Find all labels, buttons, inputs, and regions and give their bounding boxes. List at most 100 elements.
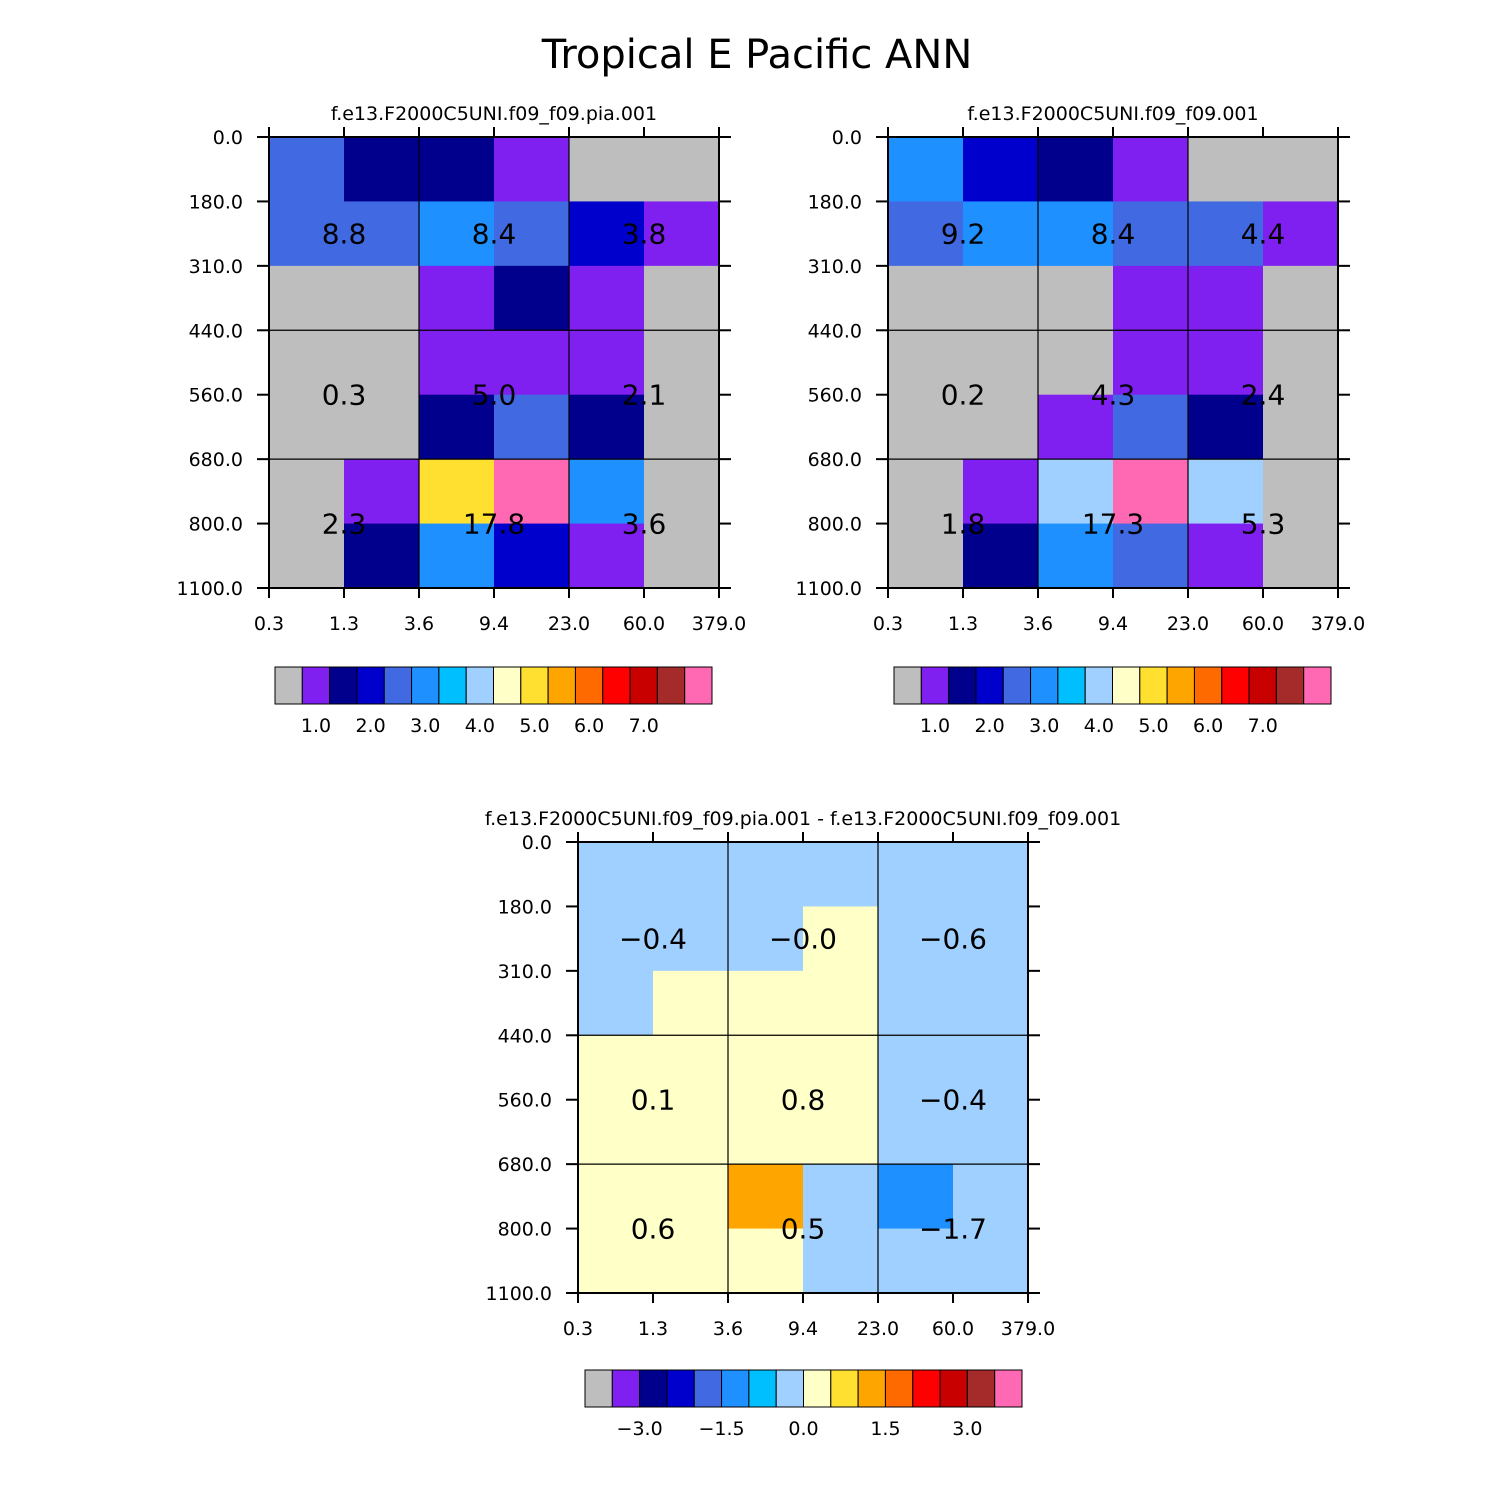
y-tick-label: 800.0	[808, 514, 862, 536]
colorbar-label: 1.0	[920, 715, 950, 737]
heatmap-cell	[1113, 265, 1189, 331]
y-tick-label: 310.0	[189, 256, 243, 278]
heatmap-cell	[494, 330, 570, 396]
cell-value-label: 1.8	[941, 508, 986, 541]
y-tick-label: 440.0	[498, 1025, 552, 1047]
panel-title: f.e13.F2000C5UNI.f09_f09.pia.001 - f.e13…	[485, 808, 1121, 830]
heatmap-cell	[1188, 523, 1264, 589]
heatmap-cell	[569, 330, 645, 396]
heatmap-cell	[963, 137, 1039, 203]
colorbar-swatch	[1166, 666, 1195, 705]
heatmap-cell	[569, 137, 645, 203]
heatmap-cell	[578, 906, 654, 972]
heatmap-cell	[269, 265, 345, 331]
colorbar-swatch	[639, 1369, 668, 1408]
x-tick-label: 3.6	[1023, 613, 1053, 635]
x-tick-label: 1.3	[638, 1318, 668, 1340]
colorbar-label: 4.0	[465, 715, 495, 737]
cell-value-label: 2.1	[622, 379, 667, 412]
x-tick-label: 9.4	[788, 1318, 818, 1340]
colorbar-swatch	[775, 1369, 805, 1408]
x-tick-label: 23.0	[1167, 613, 1209, 635]
colorbar-swatch	[547, 666, 576, 705]
heatmap-cell	[963, 265, 1039, 331]
colorbar-swatch	[803, 1369, 832, 1408]
colorbar: −3.0 −1.5 0.0 1.5 3.0	[584, 1369, 1023, 1440]
heatmap-cell	[888, 137, 964, 203]
cell-value-label: −0.6	[919, 923, 987, 956]
heatmap-cell	[878, 1228, 954, 1294]
cell-value-label: 2.4	[1241, 379, 1286, 412]
colorbar-swatch	[693, 1369, 723, 1408]
y-tick-label: 1100.0	[486, 1283, 552, 1305]
heatmap-cell	[1038, 394, 1114, 460]
heatmap-cell	[1263, 137, 1339, 203]
heatmap-panel-1: f.e13.F2000C5UNI.f09_f09.pia.001 8.8 8.4 3.…	[177, 103, 747, 737]
colorbar-swatch	[411, 666, 440, 705]
heatmap-cell	[803, 1099, 879, 1165]
heatmap-cell	[653, 1164, 729, 1230]
colorbar-label: 3.0	[952, 1418, 982, 1440]
y-tick-label: 310.0	[808, 256, 862, 278]
cell-value-label: 0.2	[941, 379, 986, 412]
colorbar-swatch	[493, 666, 522, 705]
x-tick-label: 379.0	[692, 613, 746, 635]
colorbar-swatch	[301, 666, 331, 705]
colorbar-swatch	[1248, 666, 1277, 705]
y-tick-label: 560.0	[498, 1090, 552, 1112]
heatmap-cell	[953, 842, 1029, 908]
heatmap-cell	[344, 330, 420, 396]
colorbar-swatch	[1193, 666, 1223, 705]
colorbar-label: 0.0	[788, 1418, 818, 1440]
heatmap-cell	[269, 137, 345, 203]
y-tick-label: 800.0	[189, 514, 243, 536]
heatmap-cell	[888, 201, 964, 267]
y-tick-label: 680.0	[808, 449, 862, 471]
x-tick-label: 60.0	[1242, 613, 1284, 635]
x-tick-label: 0.3	[563, 1318, 593, 1340]
heatmap-cell	[953, 1228, 1029, 1294]
heatmap-cell	[1188, 330, 1264, 396]
heatmap-cell	[1038, 265, 1114, 331]
y-tick-label: 1100.0	[796, 578, 862, 600]
colorbar-swatch	[748, 1369, 777, 1408]
heatmap-cell	[1038, 459, 1114, 525]
heatmap-cell	[1113, 201, 1189, 267]
heatmap-cell	[803, 1035, 879, 1101]
cell-value-label: 0.5	[781, 1213, 826, 1246]
cell-value-label: 0.3	[322, 379, 367, 412]
colorbar-label: 5.0	[1138, 715, 1168, 737]
x-tick-label: 3.6	[713, 1318, 743, 1340]
colorbar-label: 4.0	[1084, 715, 1114, 737]
heatmap-cell	[728, 1228, 804, 1294]
colorbar-swatch	[1139, 666, 1168, 705]
heatmap-cell	[1188, 201, 1264, 267]
heatmap-cell	[888, 459, 964, 525]
heatmap-cell	[578, 842, 654, 908]
x-tick-label: 379.0	[1001, 1318, 1055, 1340]
cell-value-label: 0.8	[781, 1084, 826, 1117]
heatmap-cell	[569, 523, 645, 589]
heatmap-cell	[653, 1099, 729, 1165]
cell-value-label: 0.6	[631, 1213, 676, 1246]
y-tick-label: 0.0	[522, 832, 552, 854]
heatmap-cell	[1263, 523, 1339, 589]
heatmap-cell	[569, 201, 645, 267]
heatmap-cell	[344, 459, 420, 525]
colorbar-swatch	[912, 1369, 941, 1408]
heatmap-cell	[878, 842, 954, 908]
y-tick-label: 440.0	[189, 320, 243, 342]
colorbar-swatch	[1303, 666, 1332, 705]
colorbar-label: 2.0	[974, 715, 1004, 737]
colorbar-swatch	[939, 1369, 968, 1408]
heatmap-cell	[803, 842, 879, 908]
colorbar-label: 7.0	[1248, 715, 1278, 737]
heatmap-cell	[578, 970, 654, 1036]
heatmap-cell	[578, 1164, 654, 1230]
heatmap-cell	[1188, 394, 1264, 460]
panels: f.e13.F2000C5UNI.f09_f09.pia.001 8.8 8.4 3.…	[177, 103, 1366, 1440]
heatmap-cell	[963, 330, 1039, 396]
colorbar-swatch	[1002, 666, 1032, 705]
heatmap-cell	[1188, 137, 1264, 203]
heatmap-cell	[653, 842, 729, 908]
